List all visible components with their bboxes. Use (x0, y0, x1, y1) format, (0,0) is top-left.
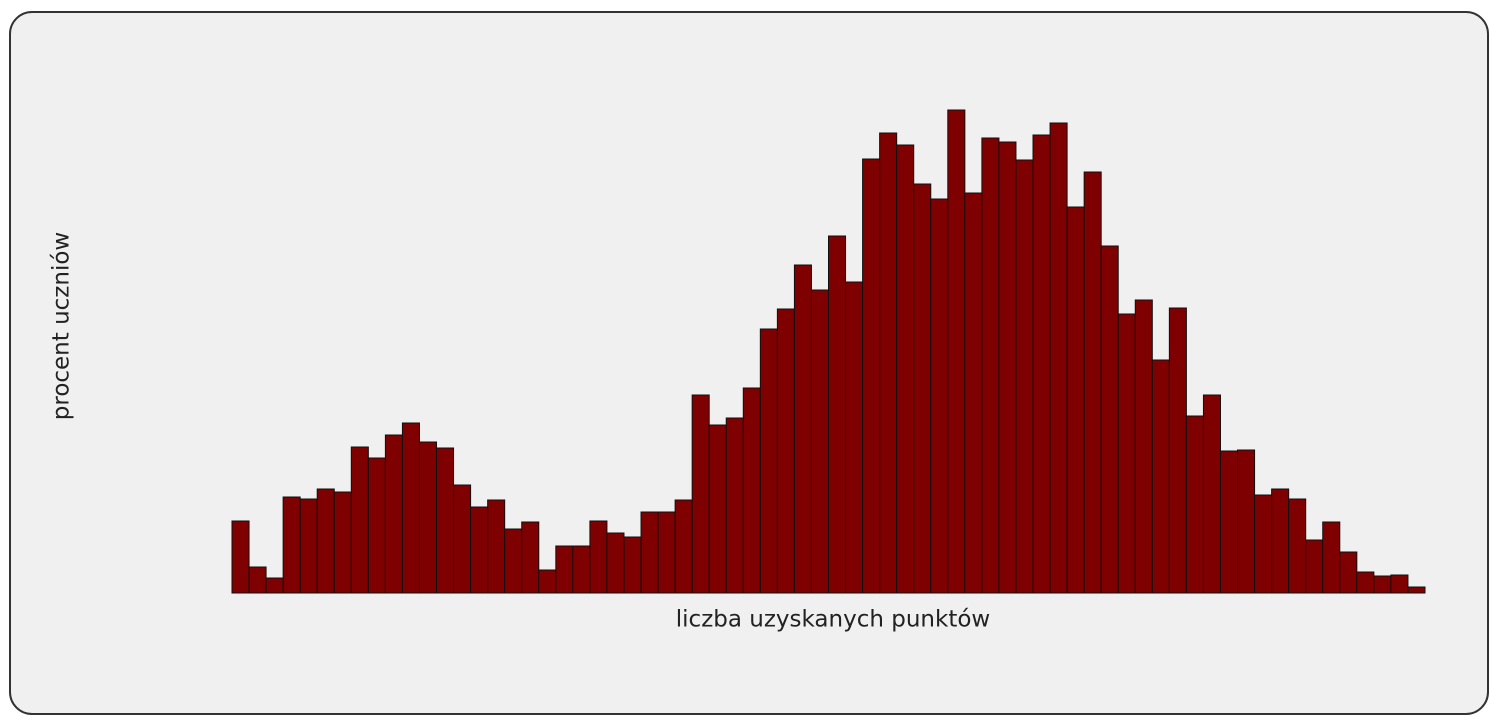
bar (555, 545, 574, 594)
bar (913, 183, 932, 594)
bar (436, 447, 455, 594)
bar (981, 137, 1000, 594)
bar (964, 192, 983, 594)
bar (1117, 313, 1136, 594)
bar (470, 506, 489, 594)
bar (453, 484, 472, 594)
bar (1202, 394, 1221, 594)
bar (367, 457, 386, 594)
bar (810, 289, 830, 594)
bar (589, 520, 608, 594)
bar (1237, 449, 1256, 594)
bar (1305, 539, 1324, 594)
bar (947, 109, 966, 594)
bar (845, 281, 864, 594)
bar (333, 491, 352, 594)
bar (316, 488, 335, 594)
bar (1288, 498, 1307, 594)
bar (1339, 551, 1358, 594)
bar (1066, 206, 1085, 594)
bar (487, 499, 506, 594)
bar (1219, 450, 1239, 594)
bar (1271, 488, 1290, 594)
bar (1083, 171, 1102, 594)
bar (1356, 571, 1375, 594)
bar (538, 569, 557, 594)
bar (606, 532, 625, 594)
bar (623, 536, 642, 594)
bar (759, 328, 778, 594)
bar (793, 264, 812, 594)
bar (1322, 521, 1341, 594)
bar (231, 520, 250, 594)
bar (896, 144, 915, 594)
bar (1032, 134, 1051, 594)
bar (1049, 122, 1068, 594)
bar (930, 198, 949, 594)
bar (418, 441, 438, 594)
bar (708, 424, 727, 594)
bar (282, 496, 301, 594)
bar (879, 132, 898, 594)
y-axis-label: procent uczniów (49, 232, 75, 420)
bar (504, 528, 523, 594)
bar (1407, 586, 1426, 594)
bar (691, 394, 710, 594)
bar (828, 235, 847, 594)
bar (776, 308, 795, 594)
bar (862, 158, 881, 594)
bar (725, 417, 744, 594)
bar (640, 511, 659, 594)
bar (1015, 159, 1034, 594)
bar (657, 511, 676, 594)
bar (572, 545, 591, 594)
bar (1185, 415, 1204, 594)
bar (1151, 359, 1170, 594)
bar (350, 446, 369, 594)
bar (998, 141, 1017, 594)
bar (674, 499, 693, 594)
bar (299, 498, 318, 594)
bar (1390, 574, 1409, 594)
bar (521, 521, 540, 594)
bar (1134, 299, 1153, 594)
bar (401, 422, 420, 594)
bar (1373, 575, 1392, 594)
bar (1168, 307, 1187, 594)
bar (1100, 245, 1119, 594)
x-axis-label: liczba uzyskanych punktów (676, 607, 990, 633)
bar (248, 566, 267, 594)
bar (265, 577, 284, 594)
bar (742, 387, 761, 594)
bar (1254, 494, 1273, 594)
bar (384, 434, 403, 594)
